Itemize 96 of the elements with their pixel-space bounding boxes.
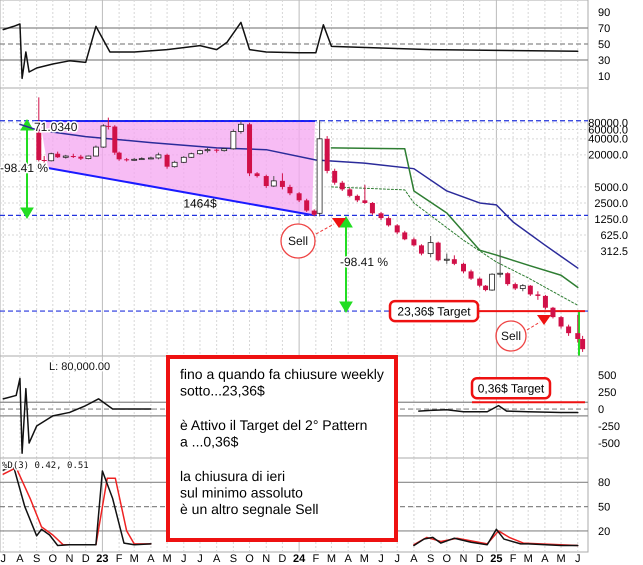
annotation: la chiusura di ieri sul minimo assoluto è un altro segnale Sell bbox=[180, 468, 319, 517]
candlestick bbox=[362, 184, 368, 204]
x-tick-label: A bbox=[541, 553, 550, 565]
annotation: è Attivo il Target del 2° Pattern a ...0,36$ bbox=[180, 417, 368, 450]
x-tick-label: J bbox=[197, 553, 203, 565]
x-tick-label: M bbox=[326, 553, 336, 565]
y-tick-label: 50 bbox=[598, 501, 610, 514]
x-tick-label: A bbox=[344, 553, 352, 565]
candlestick bbox=[332, 168, 338, 186]
x-tick-label: N bbox=[262, 553, 270, 565]
candlestick bbox=[550, 306, 556, 319]
candlestick bbox=[402, 230, 408, 241]
x-tick-label: D bbox=[476, 553, 484, 565]
y-tick-label: 625.0 bbox=[600, 230, 628, 242]
x-tick-label: O bbox=[48, 553, 58, 565]
candlestick bbox=[287, 184, 292, 196]
x-tick-label: N bbox=[66, 553, 74, 565]
candlestick bbox=[461, 262, 466, 274]
x-tick-label: O bbox=[442, 553, 452, 565]
x-tick-label: S bbox=[32, 553, 40, 565]
x-tick-label: A bbox=[16, 553, 24, 565]
x-tick-label: O bbox=[245, 553, 254, 565]
annotation: %D(3) 0.42, 0.51 bbox=[2, 461, 89, 472]
candlestick bbox=[418, 244, 424, 256]
candlestick bbox=[542, 294, 548, 310]
candlestick bbox=[296, 192, 302, 203]
candlestick bbox=[280, 172, 285, 190]
x-tick-label: M bbox=[130, 553, 139, 565]
x-tick-label: 25 bbox=[490, 553, 503, 565]
x-tick-label: J bbox=[394, 553, 400, 565]
candlestick bbox=[566, 324, 572, 336]
x-tick-label: D bbox=[82, 553, 90, 565]
candlestick bbox=[428, 235, 434, 258]
y-tick-label: 80 bbox=[598, 477, 610, 490]
y-tick-label: 50 bbox=[598, 38, 610, 51]
x-tick-label: D bbox=[278, 553, 286, 565]
y-tick-label: 40000.0 bbox=[588, 134, 628, 146]
candlestick bbox=[164, 153, 170, 170]
candlestick bbox=[304, 198, 310, 212]
candlestick bbox=[436, 241, 441, 262]
x-tick-label: F bbox=[510, 553, 517, 565]
x-tick-label: M bbox=[524, 553, 533, 565]
candlestick bbox=[489, 272, 495, 292]
x-tick-label: J bbox=[378, 553, 384, 565]
candlestick bbox=[452, 254, 457, 266]
y-tick-label: 250 bbox=[598, 386, 616, 399]
y-tick-label: 20 bbox=[598, 526, 610, 538]
y-tick-label: 5000.0 bbox=[594, 182, 628, 194]
candlestick bbox=[264, 174, 269, 188]
y-tick-label: 1250.0 bbox=[594, 214, 628, 226]
x-tick-label: M bbox=[162, 553, 172, 565]
x-tick-label: F bbox=[116, 553, 123, 565]
annotation: fino a quando fa chiusure weekly sotto...23,36$ bbox=[180, 366, 384, 398]
candlestick bbox=[370, 202, 375, 216]
x-tick-label: S bbox=[426, 553, 434, 565]
annotation: Sell bbox=[500, 329, 522, 344]
candlestick bbox=[347, 187, 352, 198]
x-tick-label: A bbox=[212, 553, 221, 565]
x-tick-label: S bbox=[230, 553, 238, 565]
y-tick-label: 312.5 bbox=[600, 246, 628, 258]
candlestick bbox=[340, 180, 345, 192]
x-tick-label: N bbox=[460, 553, 468, 565]
x-tick-label: 24 bbox=[292, 553, 306, 565]
x-tick-label: F bbox=[312, 553, 320, 565]
candlestick bbox=[477, 276, 482, 288]
candlestick bbox=[270, 176, 277, 188]
x-tick-label: M bbox=[556, 553, 566, 565]
candlestick bbox=[386, 216, 392, 228]
candlestick bbox=[394, 224, 400, 235]
ref-line-label: 0,36$ Target bbox=[478, 381, 545, 396]
candlestick bbox=[468, 269, 474, 280]
y-tick-label: -500 bbox=[598, 438, 620, 450]
line-series bbox=[2, 22, 579, 80]
ref-line-label: 1464$ bbox=[183, 196, 218, 210]
x-tick-label: M bbox=[360, 553, 369, 565]
x-tick-label: A bbox=[410, 553, 418, 565]
x-tick-label: J bbox=[575, 553, 581, 565]
y-tick-label: 20000.0 bbox=[588, 150, 628, 162]
annotation: L: 80,000.00 bbox=[49, 360, 110, 373]
x-tick-label: 23 bbox=[96, 553, 109, 565]
y-tick-label: 70 bbox=[598, 22, 610, 35]
y-tick-label: 90 bbox=[598, 6, 610, 19]
y-tick-label: -250 bbox=[598, 420, 620, 433]
y-tick-label: 30 bbox=[598, 54, 610, 67]
candlestick bbox=[505, 272, 510, 286]
annotation: Sell bbox=[288, 234, 308, 248]
y-tick-label: 500 bbox=[598, 370, 616, 382]
y-tick-label: 2500.0 bbox=[594, 198, 628, 210]
x-tick-label: A bbox=[147, 553, 156, 565]
y-tick-label: 10 bbox=[598, 70, 610, 83]
candlestick bbox=[558, 315, 564, 330]
candlestick bbox=[528, 284, 533, 296]
y-tick-label: 0 bbox=[598, 404, 604, 416]
x-tick-label: J bbox=[181, 553, 187, 565]
ref-line-label: 23,36$ Target bbox=[397, 304, 472, 318]
x-tick-label: J bbox=[0, 553, 6, 565]
